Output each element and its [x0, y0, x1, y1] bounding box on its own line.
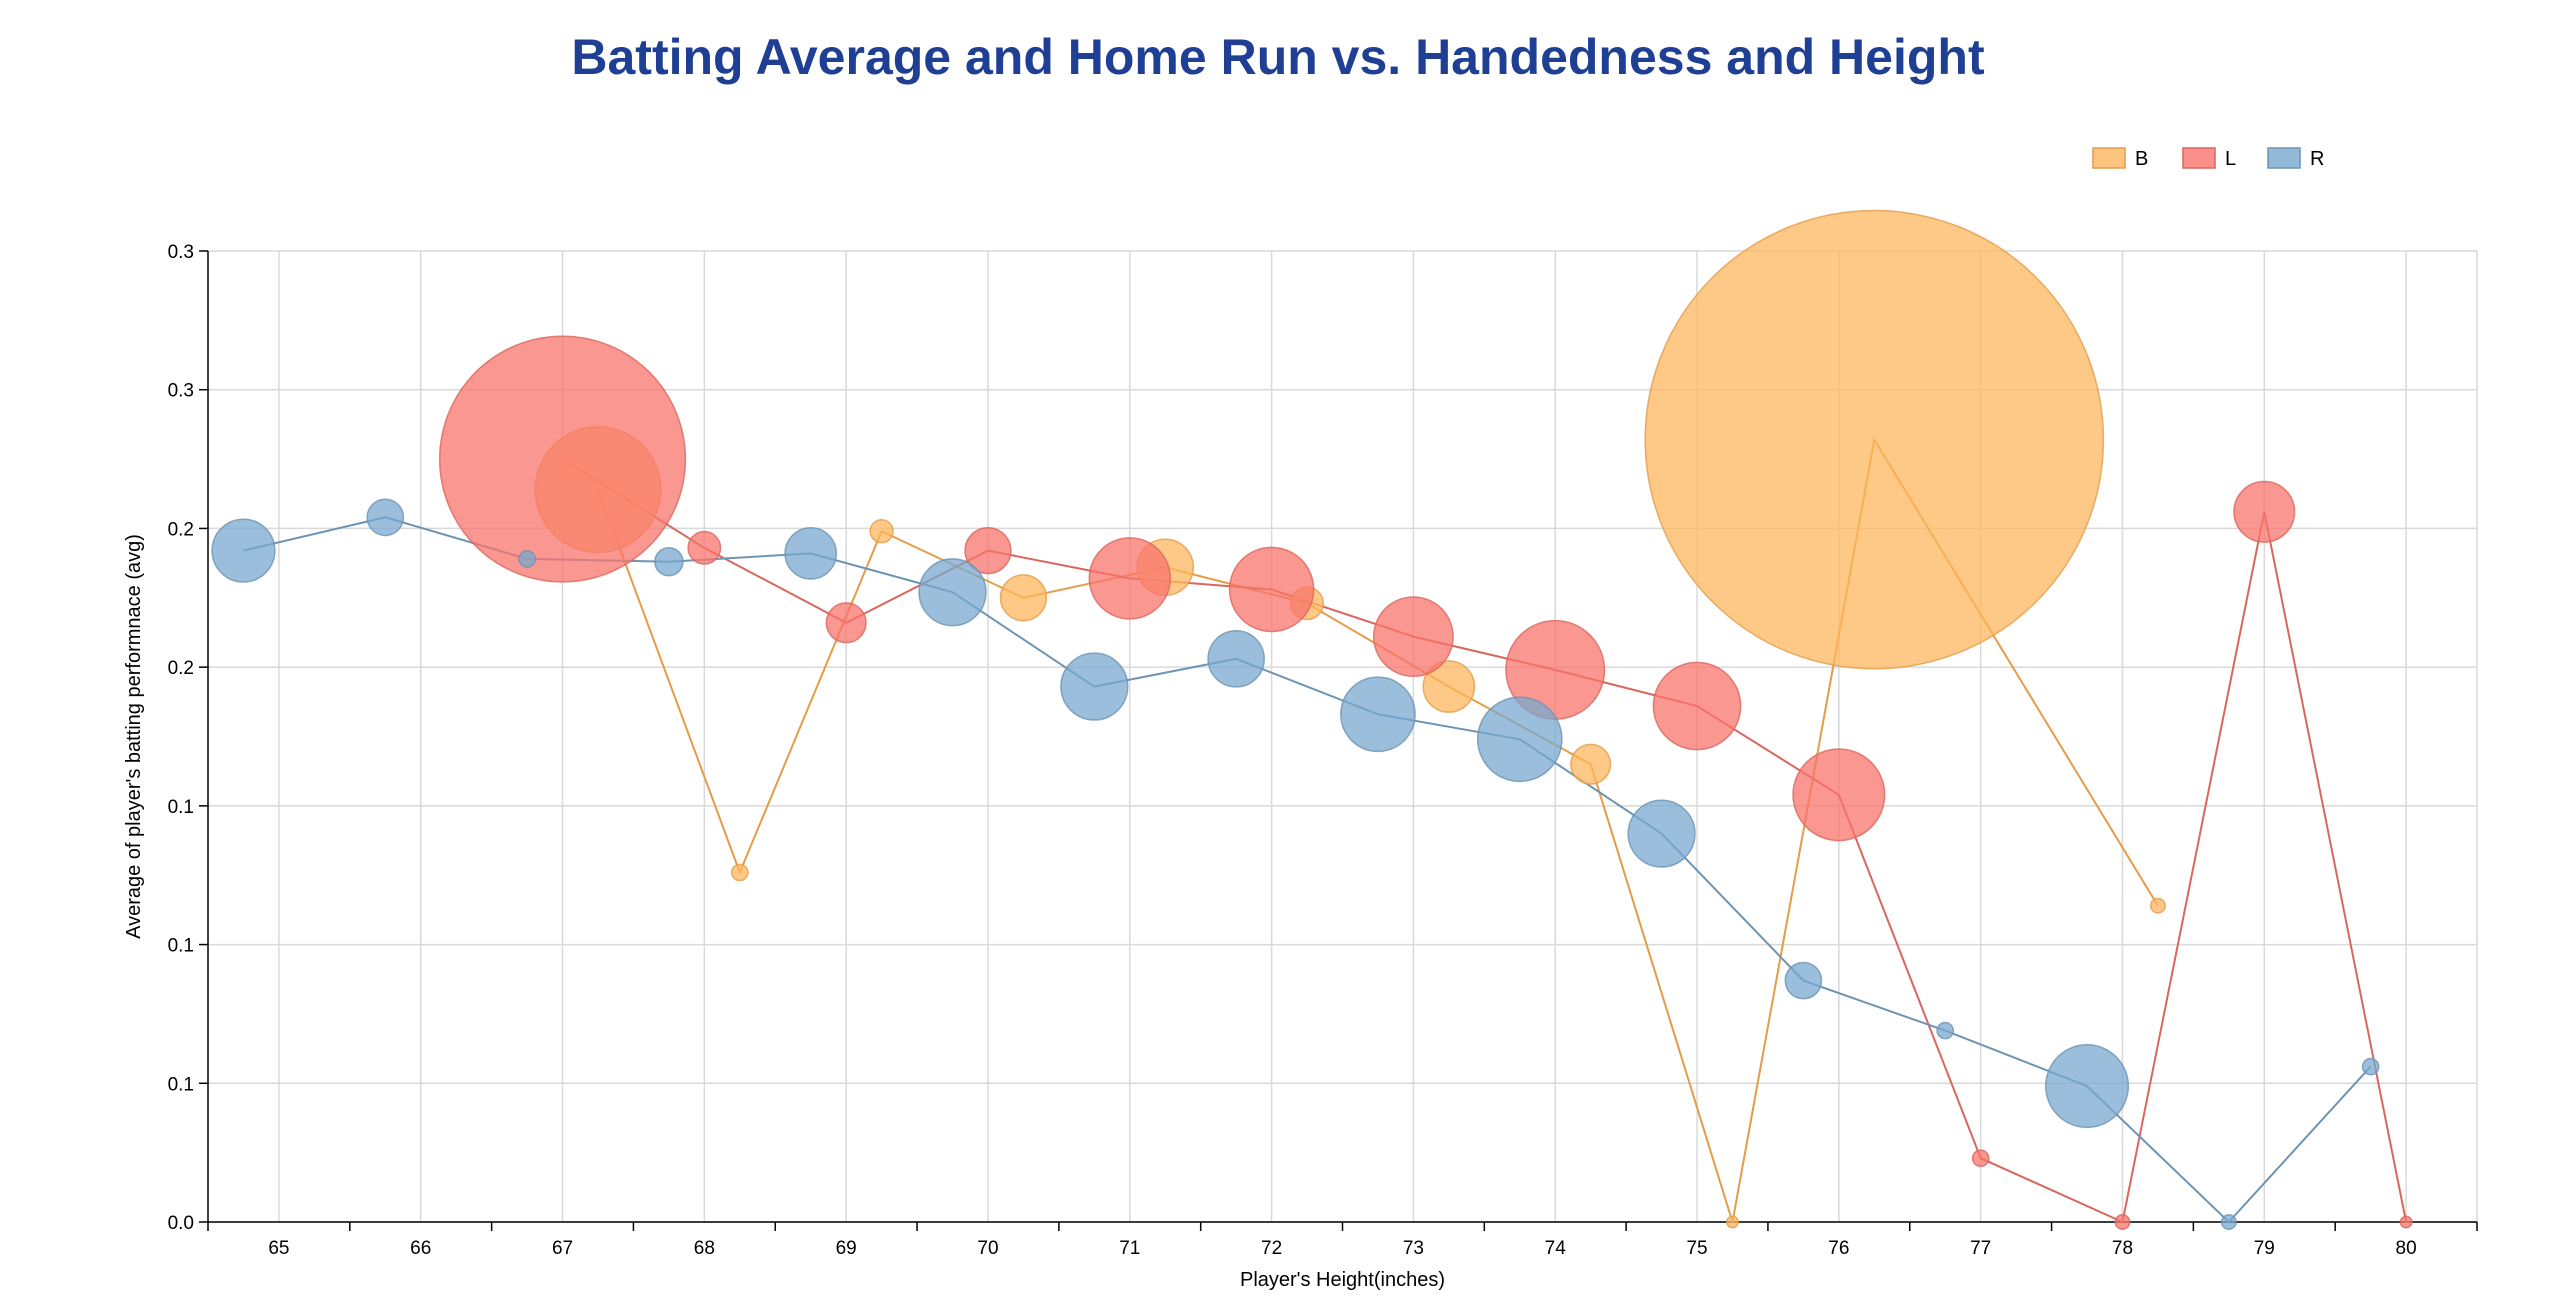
data-point [1936, 1021, 1955, 1040]
series [211, 209, 2413, 1230]
data-point [918, 558, 987, 627]
legend-item-R: R [2267, 147, 2324, 170]
y-tick-label: 0.0 [168, 1213, 194, 1234]
x-tick-label: 69 [836, 1238, 857, 1259]
y-tick-label: 0.3 [168, 381, 194, 402]
data-point [2114, 1214, 2131, 1230]
data-point [2149, 897, 2166, 914]
x-tick-label: 73 [1403, 1238, 1424, 1259]
x-tick-label: 79 [2254, 1238, 2275, 1259]
y-tick-label: 0.2 [168, 658, 194, 679]
y-tick-label: 0.1 [168, 936, 194, 957]
x-tick-label: 67 [552, 1238, 573, 1259]
legend-item-L: L [2182, 147, 2236, 170]
data-point [654, 546, 684, 577]
series-bubbles [211, 209, 2413, 1230]
data-point [2044, 1044, 2130, 1129]
data-point [1228, 546, 1315, 633]
x-tick-label: 80 [2396, 1238, 2417, 1259]
data-point [1088, 537, 1172, 620]
data-point [211, 518, 276, 583]
data-point [1784, 961, 1823, 1000]
data-point [2399, 1215, 2413, 1229]
series-R [211, 498, 2380, 1230]
data-point [1340, 676, 1416, 753]
series-line-L [561, 458, 2408, 1224]
y-tick-label: 0.3 [168, 242, 194, 263]
axes: 65 66 67 68 69 70 71 72 73 74 75 76 77 78 79 80 0.00.10… [168, 242, 2478, 1259]
data-point [1060, 652, 1129, 721]
y-tick-label: 0.1 [168, 1074, 194, 1095]
data-point [1372, 596, 1454, 678]
x-tick-label: 77 [1970, 1238, 1991, 1259]
data-point [825, 602, 867, 644]
x-tick-label: 71 [1119, 1238, 1140, 1259]
x-axis-title: Player's Height(inches) [1240, 1269, 1445, 1291]
y-tick-label: 0.1 [168, 797, 194, 818]
legend-swatch [2267, 147, 2301, 169]
data-point [1422, 660, 1476, 713]
legend-label: R [2310, 148, 2324, 170]
data-point [1726, 1215, 1739, 1229]
legend-item-B: B [2092, 147, 2148, 170]
x-tick-label: 68 [694, 1238, 715, 1259]
data-point [1476, 696, 1563, 783]
y-tick-label: 0.2 [168, 519, 194, 540]
y-axis-title: Average of player's batting performnace … [123, 534, 145, 939]
data-point [2220, 1214, 2237, 1230]
data-point [438, 335, 687, 583]
data-point [2361, 1057, 2380, 1076]
data-point [1627, 799, 1696, 868]
series-L [438, 335, 2413, 1230]
y-axis: 0.0 0.1 0.1 0.1 0.2 0.2 0.3 0.3 [168, 242, 209, 1234]
x-tick-label: 75 [1686, 1238, 1707, 1259]
legend-swatch [2092, 147, 2126, 169]
x-tick-label: 72 [1261, 1238, 1282, 1259]
data-point [1971, 1149, 1990, 1168]
data-point [1207, 630, 1265, 688]
x-tick-label: 70 [977, 1238, 998, 1259]
data-point [1644, 209, 2105, 670]
x-tick-label: 76 [1828, 1238, 1849, 1259]
data-point [687, 530, 722, 565]
data-point [1570, 743, 1612, 785]
data-point [784, 527, 838, 580]
data-point [366, 498, 405, 537]
data-point [2233, 480, 2296, 543]
data-point [730, 863, 749, 882]
legend-swatch [2182, 147, 2216, 169]
chart-title: Batting Average and Home Run vs. Handedn… [571, 29, 1985, 85]
data-point [1792, 748, 1886, 842]
data-point [1652, 661, 1742, 751]
x-tick-label: 65 [268, 1238, 289, 1259]
data-point [869, 518, 894, 544]
x-tick-label: 74 [1545, 1238, 1567, 1259]
data-point [964, 526, 1012, 575]
legend-label: L [2225, 148, 2236, 170]
x-axis: 65 66 67 68 69 70 71 72 73 74 75 76 77 78 79 80 [207, 1221, 2478, 1259]
x-tick-label: 78 [2112, 1238, 2133, 1259]
data-point [999, 574, 1048, 622]
legend-label: B [2135, 148, 2148, 170]
x-tick-label: 66 [410, 1238, 431, 1259]
data-point [518, 550, 536, 568]
